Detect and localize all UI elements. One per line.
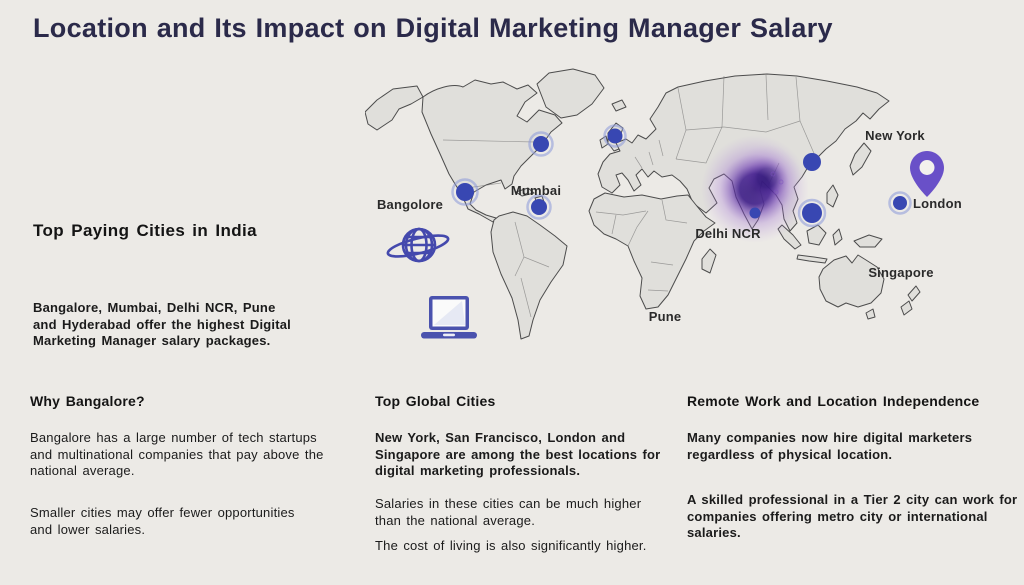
globe-orbit-icon bbox=[386, 227, 450, 263]
city-dot-marker-east-coast bbox=[528, 131, 554, 157]
map-label-delhi-ncr: Delhi NCR bbox=[695, 226, 761, 241]
text-why-bangalore-2: Smaller cities may offer fewer opportuni… bbox=[30, 505, 295, 537]
text-top-paying-cities: Bangalore, Mumbai, Delhi NCR, Pune and H… bbox=[33, 300, 291, 348]
city-dot-marker-uk bbox=[603, 124, 627, 148]
heading-top-paying-cities: Top Paying Cities in India bbox=[33, 221, 257, 240]
map-label-pune: Pune bbox=[649, 309, 682, 324]
city-dot-marker-east-asia bbox=[803, 153, 821, 171]
salary-heatmap-blob bbox=[701, 135, 809, 243]
page-title: Location and Its Impact on Digital Marke… bbox=[33, 13, 833, 43]
city-dot-marker-london bbox=[888, 191, 912, 215]
map-label-london: London bbox=[913, 196, 962, 211]
text-remote-work-2: A skilled professional in a Tier 2 city … bbox=[687, 492, 1018, 540]
world-map: Bangolore Mumbai Delhi NCR Pune New York… bbox=[365, 68, 962, 340]
map-label-bangolore: Bangolore bbox=[377, 197, 443, 212]
text-top-global-2: Salaries in these cities can be much hig… bbox=[375, 496, 642, 528]
city-dot-marker-mumbai bbox=[526, 194, 552, 220]
text-why-bangalore-1: Bangalore has a large number of tech sta… bbox=[30, 430, 324, 478]
city-dot-marker-south-india bbox=[749, 207, 761, 219]
laptop-icon bbox=[421, 296, 477, 339]
text-top-global-3: The cost of living is also significantly… bbox=[375, 538, 647, 553]
text-top-global-1: New York, San Francisco, London and Sing… bbox=[375, 430, 661, 478]
city-dot-marker-se-asia bbox=[797, 198, 827, 228]
heading-top-global-cities: Top Global Cities bbox=[375, 393, 496, 409]
heading-why-bangalore: Why Bangalore? bbox=[30, 393, 145, 409]
heading-remote-work: Remote Work and Location Independence bbox=[687, 393, 980, 409]
map-label-singapore: Singapore bbox=[868, 265, 933, 280]
map-label-new-york: New York bbox=[865, 128, 925, 143]
city-dot-marker-bangolore bbox=[451, 178, 479, 206]
text-remote-work-1: Many companies now hire digital marketer… bbox=[687, 430, 973, 462]
location-pin-icon bbox=[910, 151, 944, 197]
map-label-mumbai: Mumbai bbox=[511, 183, 561, 198]
